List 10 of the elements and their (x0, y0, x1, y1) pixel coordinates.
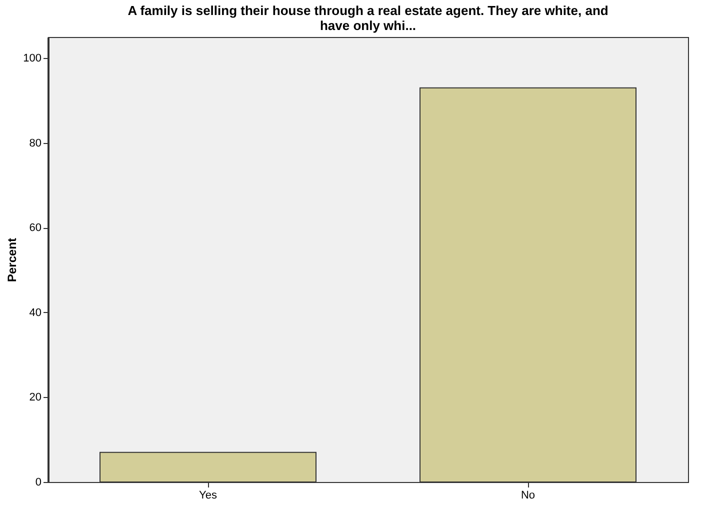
y-axis-title: Percent (5, 238, 20, 282)
y-tick-label: 40 (29, 306, 42, 319)
y-tick-label: 20 (29, 392, 42, 404)
x-tick-label: No (520, 490, 536, 502)
y-tick-label: 60 (29, 222, 42, 234)
x-tick-label: Yes (199, 490, 218, 502)
y-tick-label: 100 (23, 52, 42, 65)
y-tick-label: 80 (29, 137, 42, 150)
chart-title: A family is selling their house through a real estate agent. They are white, and have only whi... (128, 3, 608, 33)
y-tick-label: 0 (35, 476, 42, 488)
